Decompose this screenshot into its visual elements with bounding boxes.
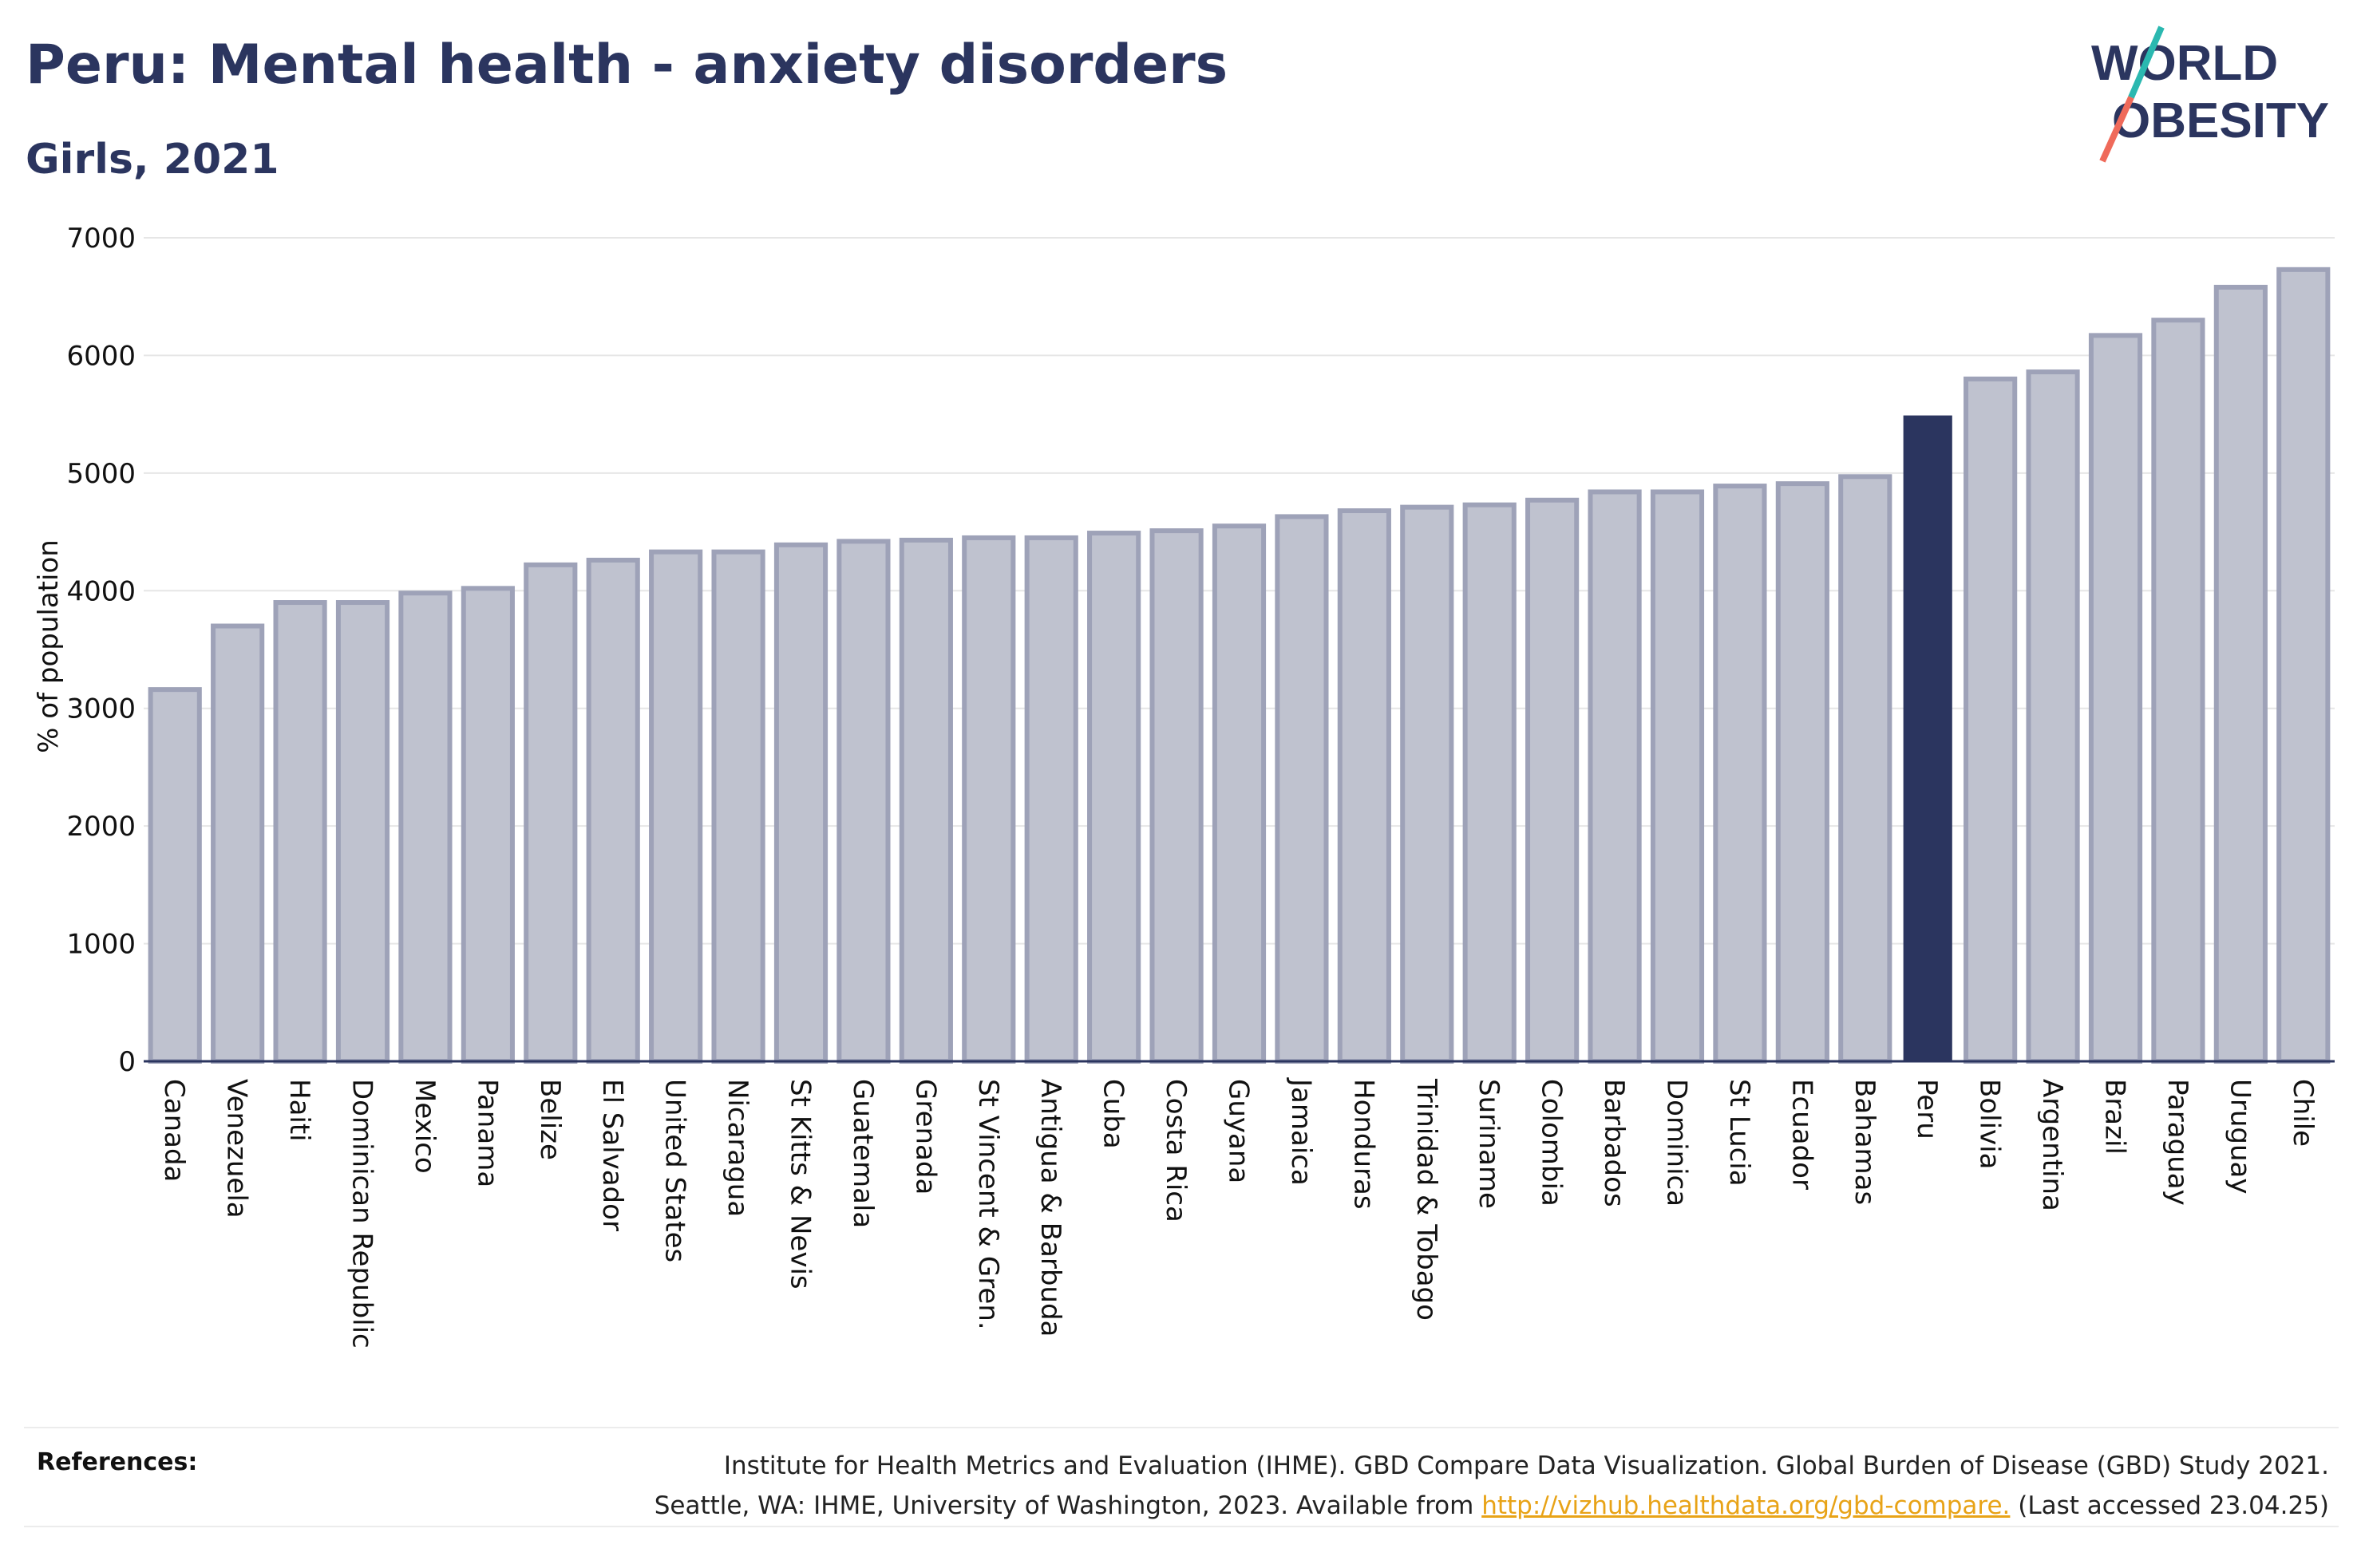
x-tick-label: St Kitts & Nevis	[785, 1079, 817, 1290]
bar-guatemala[interactable]	[836, 539, 891, 1064]
y-tick-label: 0	[118, 1046, 136, 1078]
logo-word-obesity: OBESITY	[2112, 93, 2329, 148]
bar-colombia[interactable]	[1525, 497, 1580, 1064]
logo-slash-bottom	[2099, 96, 2134, 163]
bar-argentina[interactable]	[2026, 369, 2080, 1064]
x-tick-label: Brazil	[2099, 1079, 2131, 1155]
y-tick-label: 1000	[66, 929, 136, 961]
x-tick-label: Haiti	[283, 1079, 315, 1142]
reference-link[interactable]: http://vizhub.healthdata.org/gbd-compare…	[1481, 1491, 2011, 1520]
bar-brazil[interactable]	[2088, 333, 2143, 1064]
bar-st-lucia[interactable]	[1713, 484, 1767, 1064]
x-tick-label: Peru	[1911, 1079, 1943, 1139]
y-tick-label: 3000	[66, 693, 136, 725]
bar-jamaica[interactable]	[1275, 514, 1329, 1064]
bar-chart: 0 1000 2000 3000 4000 5000 6000 7000 Canada Venez…	[33, 223, 2335, 1349]
y-tick-label: 7000	[66, 223, 136, 255]
x-tick-label: Argentina	[2036, 1079, 2068, 1211]
x-tick-label: Belize	[534, 1079, 566, 1160]
references-divider-bottom	[24, 1526, 2339, 1527]
bar-antigua-barbuda[interactable]	[1024, 535, 1078, 1064]
x-tick-label: Costa Rica	[1160, 1079, 1192, 1222]
bar-layer	[148, 267, 2331, 1064]
bar-cuba[interactable]	[1087, 531, 1141, 1064]
bar-united-states[interactable]	[649, 549, 703, 1064]
y-tick-label: 5000	[66, 458, 136, 490]
x-tick-label: Uruguay	[2224, 1079, 2256, 1195]
x-tick-label: Paraguay	[2161, 1079, 2193, 1206]
x-tick-label: Guatemala	[847, 1079, 879, 1228]
bar-nicaragua[interactable]	[711, 549, 765, 1064]
reference-line-2-suffix: (Last accessed 23.04.25)	[2010, 1491, 2329, 1520]
x-tick-label: Mexico	[409, 1079, 441, 1174]
bar-grenada[interactable]	[899, 537, 953, 1064]
x-tick-label: Bahamas	[1849, 1079, 1880, 1205]
reference-line-2-prefix: Seattle, WA: IHME, University of Washing…	[654, 1491, 1482, 1520]
x-tick-label: Dominica	[1661, 1079, 1693, 1207]
references-divider-top	[24, 1427, 2339, 1428]
references-text: Institute for Health Metrics and Evaluat…	[655, 1446, 2329, 1526]
x-tick-label: Chile	[2287, 1079, 2319, 1147]
x-tick-label: Cuba	[1097, 1079, 1129, 1149]
x-tick-label: Colombia	[1536, 1079, 1568, 1207]
x-tick-label: El Salvador	[596, 1079, 628, 1231]
x-tick-label: Barbados	[1598, 1079, 1630, 1207]
reference-line-1: Institute for Health Metrics and Evaluat…	[723, 1451, 2329, 1480]
reference-line-2: Seattle, WA: IHME, University of Washing…	[655, 1486, 2329, 1526]
bar-bahamas[interactable]	[1838, 474, 1892, 1064]
logo-slash-top	[2128, 26, 2165, 99]
x-tick-label: Bolivia	[1974, 1079, 2006, 1169]
x-tick-label: Jamaica	[1285, 1077, 1317, 1186]
x-tick-label: Dominican Republic	[346, 1079, 378, 1349]
bar-honduras[interactable]	[1337, 508, 1391, 1064]
bar-st-vincent-gren-[interactable]	[962, 535, 1016, 1064]
bar-dominica[interactable]	[1650, 489, 1705, 1064]
bar-bolivia[interactable]	[1964, 376, 2018, 1064]
references-label: References:	[37, 1448, 198, 1476]
x-tick-label: Nicaragua	[722, 1079, 753, 1217]
x-tick-label: Suriname	[1473, 1079, 1505, 1209]
bar-belize[interactable]	[524, 562, 578, 1064]
bar-venezuela[interactable]	[211, 623, 265, 1064]
bar-suriname[interactable]	[1462, 502, 1517, 1064]
axis-layer: 0 1000 2000 3000 4000 5000 6000 7000 Canada Venez…	[66, 223, 2335, 1349]
bar-costa-rica[interactable]	[1149, 528, 1204, 1064]
x-tick-label: Canada	[158, 1079, 190, 1182]
bar-canada[interactable]	[148, 687, 202, 1064]
x-tick-label: St Vincent & Gren.	[972, 1079, 1004, 1330]
bar-ecuador[interactable]	[1775, 481, 1829, 1064]
bar-trinidad-tobago[interactable]	[1400, 504, 1454, 1064]
x-tick-label: Venezuela	[221, 1079, 253, 1218]
bar-guyana[interactable]	[1212, 523, 1267, 1064]
bar-peru[interactable]	[1903, 415, 1952, 1061]
bar-chile[interactable]	[2276, 267, 2331, 1064]
x-tick-label: Trinidad & Tobago	[1410, 1078, 1442, 1321]
bar-paraguay[interactable]	[2151, 318, 2205, 1064]
x-tick-label: St Lucia	[1723, 1079, 1755, 1187]
x-tick-label: United States	[659, 1079, 691, 1262]
bar-st-kitts-nevis[interactable]	[773, 542, 829, 1064]
x-tick-label: Panama	[471, 1079, 503, 1187]
chart-subtitle: Girls, 2021	[26, 136, 279, 184]
bar-barbados[interactable]	[1588, 489, 1642, 1064]
bar-mexico[interactable]	[398, 590, 453, 1064]
logo-word-world: WORLD	[2091, 36, 2278, 91]
chart-title: Peru: Mental health - anxiety disorders	[26, 34, 1228, 97]
bar-haiti[interactable]	[273, 600, 327, 1064]
x-tick-label: Antigua & Barbuda	[1034, 1079, 1066, 1337]
x-tick-label: Grenada	[909, 1079, 941, 1195]
world-obesity-logo: WORLD OBESITY	[2091, 26, 2329, 163]
x-tick-label: Guyana	[1223, 1079, 1255, 1183]
y-tick-label: 4000	[66, 575, 136, 607]
y-tick-label: 6000	[66, 340, 136, 372]
y-tick-label: 2000	[66, 811, 136, 843]
bar-panama[interactable]	[461, 586, 515, 1064]
bar-el-salvador[interactable]	[586, 557, 640, 1064]
x-tick-label: Honduras	[1347, 1079, 1379, 1210]
bar-uruguay[interactable]	[2213, 284, 2268, 1064]
y-axis-label: % of population	[33, 539, 65, 753]
x-tick-label: Ecuador	[1786, 1079, 1817, 1190]
bar-dominican-republic[interactable]	[335, 600, 390, 1064]
